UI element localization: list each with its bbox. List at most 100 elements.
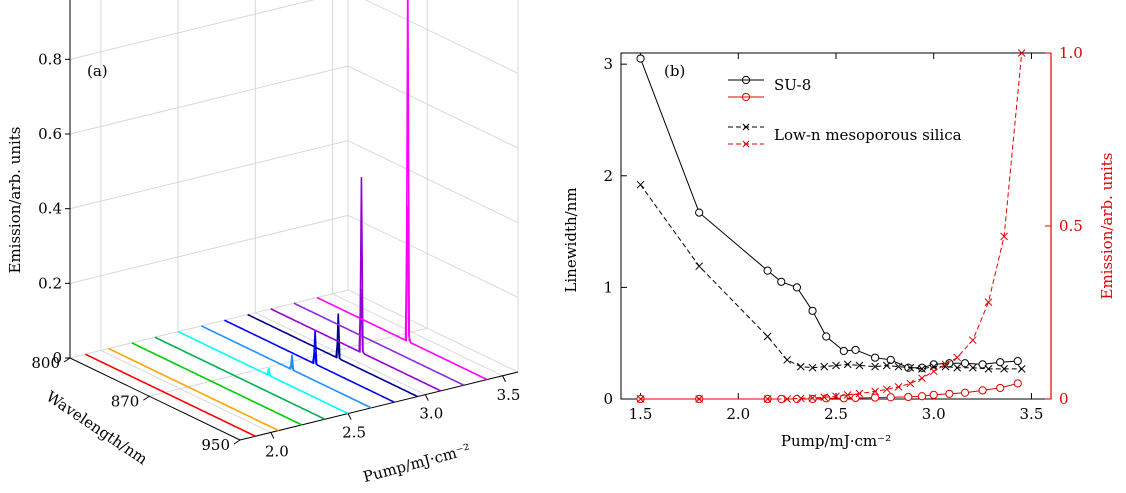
data-point (978, 360, 987, 369)
data-point (978, 386, 987, 395)
wavelength-axis-line (69, 357, 241, 441)
panel-a-spectra (85, 0, 488, 437)
data-point (832, 392, 840, 401)
data-point (968, 336, 977, 345)
data-point (918, 365, 926, 373)
y-tick-label: 3 (603, 55, 613, 73)
y2-tick-label: 0 (1059, 390, 1069, 408)
pump-axis-line (239, 371, 519, 441)
emission-tick-label: 0.8 (38, 50, 62, 68)
side-wall-gridline (347, 140, 519, 224)
legend-entry-su8: SU-8 (728, 75, 811, 102)
data-point (996, 358, 1005, 367)
data-point (832, 361, 840, 370)
spectrum-peak-5 (289, 354, 295, 370)
x-tick-label: 3.0 (922, 405, 946, 423)
spectrum-baseline-6 (224, 319, 395, 403)
floor-gridline (149, 327, 428, 397)
data-point (1017, 365, 1026, 373)
pump-tick (270, 432, 275, 439)
data-point (945, 389, 954, 398)
series-3 (636, 49, 1026, 403)
data-point (882, 361, 891, 370)
y2-tick-label: 1.0 (1059, 44, 1083, 62)
side-wall-gridline (347, 214, 519, 298)
spectrum-trace-3 (154, 336, 326, 420)
panel-a-ylabel: Pump/mJ·cm⁻² (361, 440, 472, 486)
data-point (984, 365, 993, 373)
data-point (820, 393, 829, 402)
series-line-3 (640, 52, 1023, 400)
x-tick-label: 3.5 (1020, 405, 1044, 423)
legend-label-silica: Low-n mesoporous silica (774, 126, 962, 144)
data-point (1013, 379, 1022, 388)
data-point (960, 359, 970, 368)
panel-b-linewidth-plot: 1.5 2.0 2.5 3.0 3.5 0 1 2 3 0 0.5 1.0 (b) Pump/mJ·c… (562, 44, 1116, 450)
data-point (870, 353, 880, 362)
side-wall-gridline (347, 289, 519, 373)
data-point (906, 379, 915, 388)
spectrum-trace-9 (293, 302, 465, 386)
panel-a-3d-spectra: 00.20.40.60.81.08008709502.02.53.03.5 (a… (6, 0, 520, 486)
spectrum-baseline-7 (247, 313, 418, 398)
spectrum-trace-10 (316, 0, 488, 381)
data-point (984, 298, 993, 306)
emission-tick-label: 0.2 (38, 274, 62, 292)
pump-tick-label: 2.0 (265, 442, 289, 460)
spectrum-trace-1 (108, 347, 279, 432)
data-point (886, 393, 895, 402)
data-point (894, 383, 903, 391)
wavelength-tick (63, 357, 71, 363)
side-wall-gridline (347, 65, 519, 149)
data-point (918, 374, 926, 383)
spectrum-trace-6 (224, 319, 395, 403)
data-point (894, 362, 903, 371)
data-point (871, 387, 879, 396)
y-tick-label: 2 (603, 167, 613, 185)
spectrum-trace-5 (200, 325, 372, 409)
data-point (695, 395, 704, 403)
back-wall-gridline (69, 214, 349, 284)
data-point (968, 363, 977, 372)
spectrum-trace-8 (270, 177, 442, 392)
data-point (1000, 365, 1008, 373)
spectrum-baseline-9 (293, 302, 465, 386)
data-point (796, 394, 805, 403)
back-wall-gridline (69, 0, 315, 60)
data-point (820, 362, 829, 371)
spectrum-baseline-10 (316, 206, 488, 381)
data-point (855, 389, 864, 398)
spectrum-peak-10 (405, 0, 411, 342)
emission-tick-label: 0 (52, 349, 62, 367)
panel-b-ticks: 1.5 2.0 2.5 3.0 3.5 0 1 2 3 0 0.5 1.0 (603, 44, 1082, 423)
data-point (695, 262, 704, 271)
data-point (882, 385, 891, 394)
data-point (851, 345, 860, 354)
data-point (783, 395, 791, 403)
data-point (906, 363, 915, 372)
legend-label-su8: SU-8 (774, 76, 811, 94)
data-point (808, 363, 817, 372)
side-wall-gridline (364, 0, 519, 74)
data-point (1000, 232, 1008, 241)
panel-b-series (636, 49, 1026, 404)
data-point (777, 277, 786, 286)
data-point (1017, 49, 1026, 57)
back-wall-gridline (69, 140, 349, 210)
data-point (870, 393, 880, 402)
back-wall-gridline (69, 289, 349, 359)
spectrum-baseline-0 (85, 353, 256, 437)
data-point (953, 363, 962, 372)
series-0 (636, 54, 1022, 372)
pump-tick (424, 394, 429, 401)
series-2 (636, 180, 1026, 373)
data-point (917, 363, 927, 372)
spectrum-baseline-2 (131, 342, 303, 426)
legend-entry-silica: Low-n mesoporous silica (728, 123, 962, 148)
data-point (843, 390, 852, 399)
spectrum-baseline-4 (177, 330, 349, 415)
data-point (636, 180, 645, 189)
data-point (783, 356, 791, 364)
y-tick-label: 1 (603, 278, 613, 296)
